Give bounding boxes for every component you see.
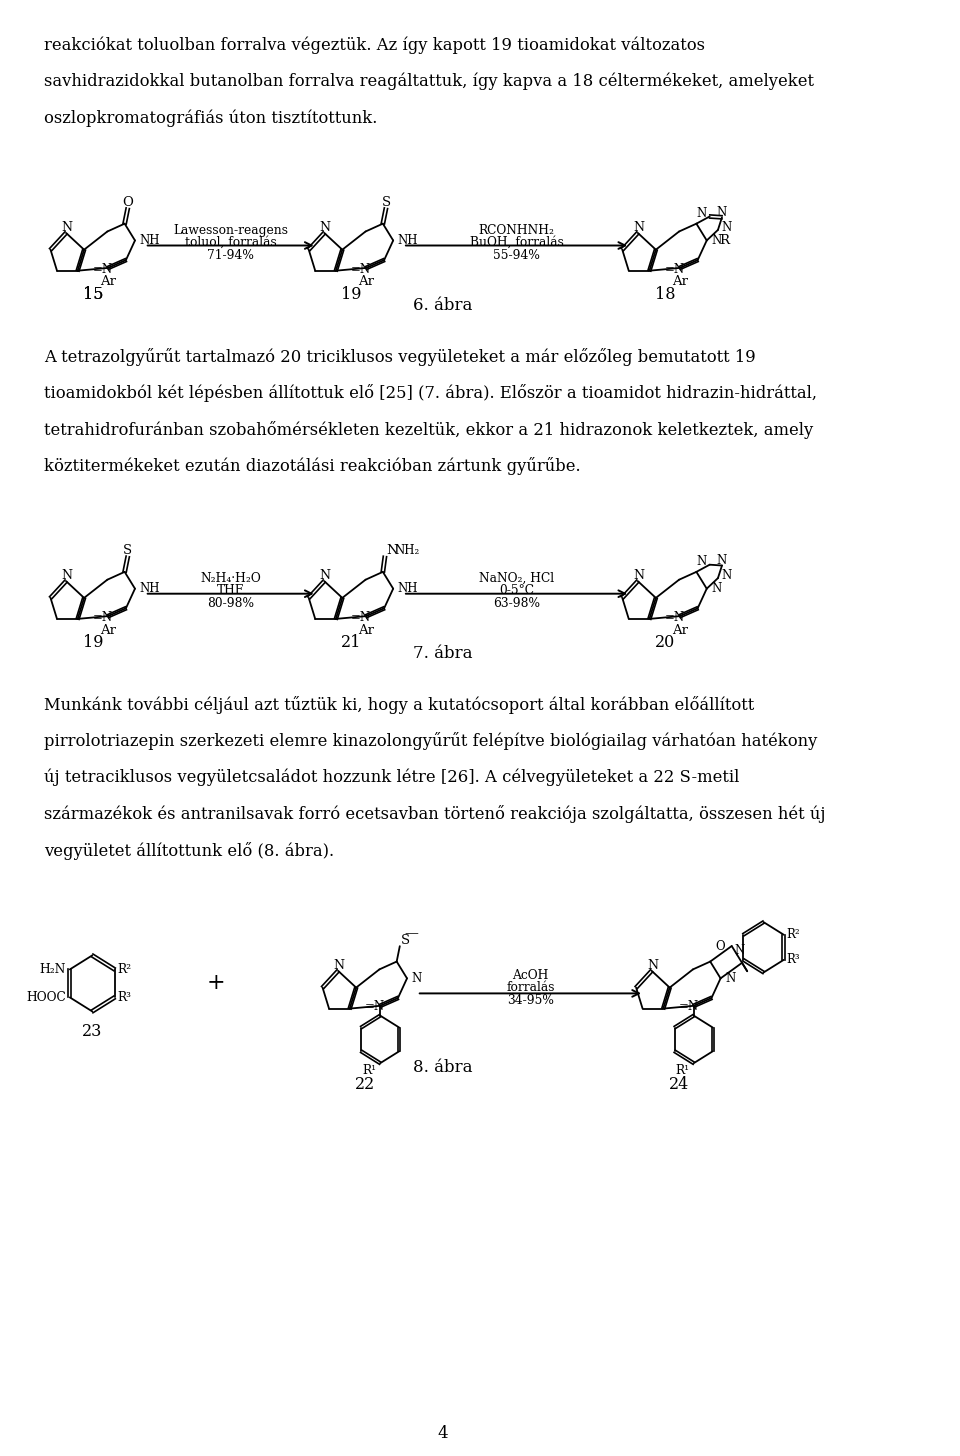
Text: =N: =N (664, 262, 684, 275)
Text: =N: =N (351, 610, 372, 623)
Text: +: + (206, 973, 225, 994)
Text: N: N (696, 207, 707, 220)
Text: köztitermékeket ezután diazotálási reakcióban zártunk gyűrűbe.: köztitermékeket ezután diazotálási reakc… (44, 457, 581, 475)
Text: N: N (412, 971, 421, 984)
Text: 34-95%: 34-95% (507, 993, 554, 1006)
Text: 15: 15 (83, 285, 104, 303)
Text: pirrolotriazepin szerkezeti elemre kinazolongyűrűt felépítve biológiailag várhat: pirrolotriazepin szerkezeti elemre kinaz… (44, 732, 818, 750)
Text: R³: R³ (787, 954, 801, 967)
Text: R¹: R¹ (362, 1064, 376, 1076)
Text: R: R (720, 234, 730, 248)
Text: —: — (404, 926, 419, 941)
Text: Ar: Ar (672, 623, 688, 636)
Text: N: N (711, 234, 722, 248)
Text: A tetrazolgyűrűt tartalmazó 20 triciklusos vegyületeket a már előzőleg bemutatot: A tetrazolgyűrűt tartalmazó 20 triciklus… (44, 348, 756, 365)
Text: N₂H₄·H₂O: N₂H₄·H₂O (201, 572, 261, 585)
Text: 19: 19 (341, 285, 362, 303)
Text: N: N (725, 971, 735, 984)
Text: 15: 15 (83, 285, 104, 303)
Text: 19: 19 (83, 635, 104, 651)
Text: N: N (61, 221, 72, 234)
Text: NH: NH (139, 582, 160, 596)
Text: =N: =N (679, 1000, 699, 1013)
Text: oszlopkromatográfiás úton tisztítottunk.: oszlopkromatográfiás úton tisztítottunk. (44, 109, 377, 127)
Text: R³: R³ (118, 992, 132, 1003)
Text: tioamidokból két lépésben állítottuk elő [25] (7. ábra). Először a tioamidot hid: tioamidokból két lépésben állítottuk elő… (44, 384, 817, 402)
Text: toluol, forralás: toluol, forralás (184, 236, 276, 249)
Text: NH: NH (139, 234, 160, 248)
Text: N: N (721, 221, 732, 233)
Text: H₂N: H₂N (39, 962, 66, 976)
Text: 24: 24 (668, 1076, 689, 1092)
Text: új tetraciklusos vegyületcsaládot hozzunk létre [26]. A célvegyületeket a 22 S-m: új tetraciklusos vegyületcsaládot hozzun… (44, 769, 739, 786)
Text: N: N (320, 569, 330, 582)
Text: vegyületet állítottunk elő (8. ábra).: vegyületet állítottunk elő (8. ábra). (44, 842, 334, 860)
Text: Ar: Ar (100, 275, 116, 288)
Text: tetrahidrofuránban szobahőmérsékleten kezeltük, ekkor a 21 hidrazonok keletkezte: tetrahidrofuránban szobahőmérsékleten ke… (44, 421, 813, 438)
Text: 20: 20 (655, 635, 675, 651)
Text: NaNO₂, HCl: NaNO₂, HCl (479, 572, 554, 585)
Text: Ar: Ar (672, 275, 688, 288)
Text: N: N (386, 543, 397, 556)
Text: 71-94%: 71-94% (207, 249, 254, 262)
Text: O: O (715, 939, 725, 952)
Text: N: N (717, 553, 727, 566)
Text: 80-98%: 80-98% (207, 597, 254, 610)
Text: =N: =N (351, 262, 372, 275)
Text: N: N (633, 569, 644, 582)
Text: S: S (401, 933, 410, 946)
Text: R¹: R¹ (676, 1064, 689, 1076)
Text: N: N (721, 569, 732, 582)
Text: N: N (711, 582, 722, 596)
Text: 0-5°C: 0-5°C (499, 584, 534, 597)
Text: NH₂: NH₂ (395, 543, 420, 556)
Text: 8. ábra: 8. ábra (413, 1059, 472, 1076)
Text: =N: =N (365, 1000, 385, 1013)
Text: 22: 22 (355, 1076, 375, 1092)
Text: N: N (61, 569, 72, 582)
Text: NH: NH (397, 582, 419, 596)
Text: N: N (734, 943, 745, 957)
Text: AcOH: AcOH (513, 968, 548, 981)
Text: R²: R² (787, 927, 801, 941)
Text: forralás: forralás (506, 981, 555, 994)
Text: 21: 21 (341, 635, 362, 651)
Text: Ar: Ar (358, 275, 374, 288)
Text: 7. ábra: 7. ábra (413, 645, 472, 662)
Text: Lawesson-reagens: Lawesson-reagens (173, 224, 288, 237)
Text: S: S (381, 195, 391, 208)
Text: Ar: Ar (358, 623, 374, 636)
Text: NH: NH (397, 234, 419, 248)
Text: savhidrazidokkal butanolban forralva reagáltattuk, így kapva a 18 céltermékeket,: savhidrazidokkal butanolban forralva rea… (44, 73, 814, 90)
Text: N: N (647, 958, 658, 971)
Text: reakciókat toluolban forralva végeztük. Az így kapott 19 tioamidokat változatos: reakciókat toluolban forralva végeztük. … (44, 36, 706, 54)
Text: HOOC: HOOC (26, 992, 66, 1003)
Text: N: N (333, 958, 345, 971)
Text: N: N (320, 221, 330, 234)
Text: =N: =N (93, 262, 113, 275)
Text: N: N (633, 221, 644, 234)
Text: 55-94%: 55-94% (493, 249, 540, 262)
Text: 18: 18 (655, 285, 675, 303)
Text: THF: THF (217, 584, 244, 597)
Text: 63-98%: 63-98% (493, 597, 540, 610)
Text: =N: =N (93, 610, 113, 623)
Text: RCONHNH₂: RCONHNH₂ (478, 224, 555, 237)
Text: származékok és antranilsavak forró ecetsavban törtenő reakciója szolgáltatta, ös: származékok és antranilsavak forró ecets… (44, 805, 826, 824)
Text: 23: 23 (82, 1022, 103, 1040)
Text: =N: =N (664, 610, 684, 623)
Text: R²: R² (118, 962, 132, 976)
Text: Ar: Ar (100, 623, 116, 636)
Text: N: N (696, 555, 707, 568)
Text: Munkánk további céljául azt tűztük ki, hogy a kutatócsoport által korábban előál: Munkánk további céljául azt tűztük ki, h… (44, 696, 755, 713)
Text: O: O (122, 197, 133, 210)
Text: N: N (717, 205, 727, 218)
Text: BuOH, forralás: BuOH, forralás (469, 236, 564, 249)
Text: 4: 4 (438, 1425, 448, 1443)
Text: S: S (123, 543, 132, 556)
Text: 6. ábra: 6. ábra (413, 297, 472, 314)
